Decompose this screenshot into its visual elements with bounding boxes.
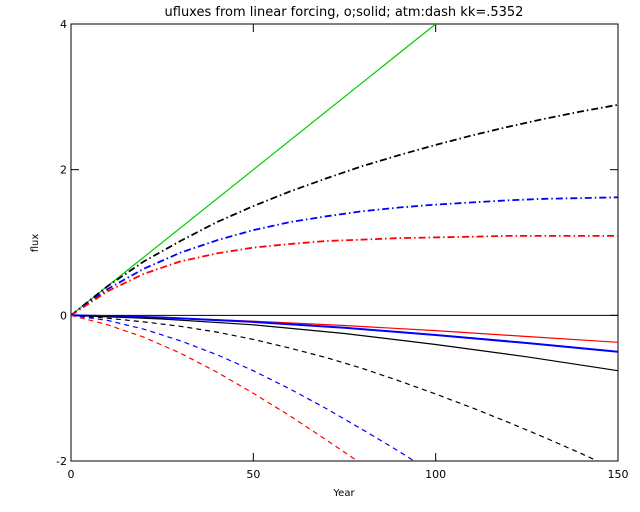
series-line-9 bbox=[71, 314, 359, 461]
y-tick-label: -2 bbox=[56, 455, 67, 468]
series-line-0 bbox=[71, 24, 437, 316]
x-tick-label: 0 bbox=[68, 468, 75, 481]
y-axis-label: flux bbox=[30, 234, 41, 253]
series-line-5 bbox=[71, 314, 618, 353]
x-tick-label: 50 bbox=[246, 468, 260, 481]
y-tick-label: 0 bbox=[60, 309, 67, 322]
series-line-4 bbox=[71, 314, 618, 343]
y-tick-label: 4 bbox=[60, 18, 67, 31]
y-tick-label: 2 bbox=[60, 164, 67, 177]
series-line-1 bbox=[71, 103, 618, 317]
x-tick-label: 150 bbox=[608, 468, 629, 481]
series-line-7 bbox=[71, 314, 599, 461]
series-layer bbox=[71, 24, 618, 461]
plot-frame bbox=[70, 23, 619, 462]
x-axis-label: Year bbox=[332, 488, 355, 499]
chart-title: ufluxes from linear forcing, o;solid; at… bbox=[165, 5, 524, 20]
series-line-2 bbox=[71, 196, 618, 317]
x-tick-label: 100 bbox=[425, 468, 446, 481]
series-line-3 bbox=[71, 234, 618, 317]
series-line-6 bbox=[71, 314, 618, 372]
series-line-8 bbox=[71, 314, 416, 461]
